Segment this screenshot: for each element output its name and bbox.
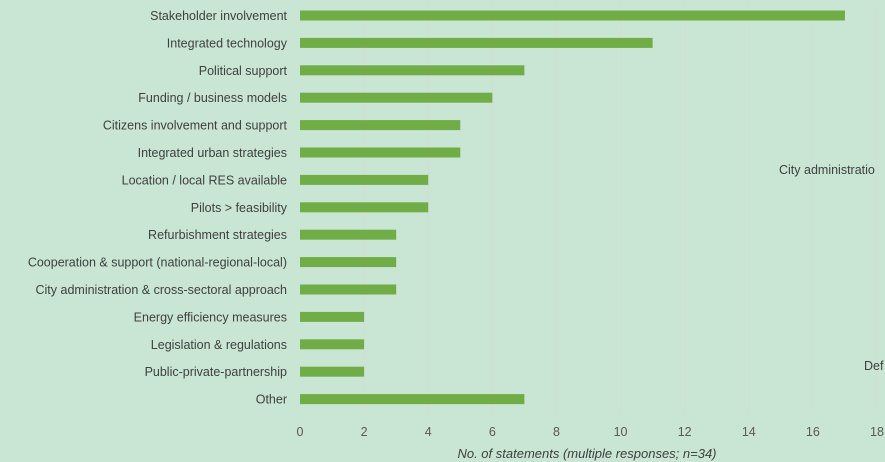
category-label-other: Other (256, 393, 287, 407)
x-tick-label: 10 (614, 425, 628, 439)
x-axis-title: No. of statements (multiple responses; n… (457, 446, 716, 461)
category-label-citizens-involvement-and-support: Citizens involvement and support (103, 119, 288, 133)
bar-location-local-res-available (300, 174, 429, 185)
category-label-funding-business-models: Funding / business models (138, 91, 287, 105)
bar-cooperation-support-national-regional-local (300, 257, 397, 268)
bar-public-private-partnership (300, 366, 365, 377)
x-tick-label: 8 (553, 425, 560, 439)
category-label-public-private-partnership: Public-private-partnership (145, 365, 287, 379)
category-label-pilots-feasibility: Pilots > feasibility (191, 201, 288, 215)
bars (300, 10, 845, 405)
category-label-refurbishment-strategies: Refurbishment strategies (148, 228, 287, 242)
x-tick-label: 4 (425, 425, 432, 439)
x-tick-label: 12 (678, 425, 692, 439)
bar-political-support (300, 65, 525, 76)
bar-integrated-technology (300, 37, 653, 48)
x-tick-label: 0 (297, 425, 304, 439)
x-tick-labels: 0 2 4 6 8 10 12 14 16 18 (297, 425, 884, 439)
category-label-integrated-urban-strategies: Integrated urban strategies (138, 146, 287, 160)
bar-legislation-regulations (300, 339, 365, 350)
category-labels: Stakeholder involvement Integrated techno… (28, 9, 288, 407)
x-tick-label: 2 (361, 425, 368, 439)
gridlines (363, 4, 878, 412)
overflow-text-def: Def (864, 359, 884, 373)
bar-pilots-feasibility (300, 202, 429, 213)
x-tick-label: 18 (870, 425, 884, 439)
x-tick-label: 14 (742, 425, 756, 439)
bar-energy-efficiency-measures (300, 311, 365, 322)
category-label-city-administration-cross-sectoral-approach: City administration & cross-sectoral app… (36, 283, 288, 297)
bar-citizens-involvement-and-support (300, 120, 461, 131)
overflow-text-city-administration: City administratio (779, 163, 875, 177)
bar-funding-business-models (300, 92, 493, 103)
category-label-legislation-regulations: Legislation & regulations (151, 338, 287, 352)
x-tick-label: 6 (489, 425, 496, 439)
category-label-cooperation-support-national-regional-local: Cooperation & support (national-regional… (28, 256, 287, 270)
bar-other (300, 394, 525, 405)
category-label-stakeholder-involvement: Stakeholder involvement (150, 9, 287, 23)
category-label-energy-efficiency-measures: Energy efficiency measures (134, 310, 287, 324)
category-label-political-support: Political support (199, 64, 288, 78)
category-label-location-local-res-available: Location / local RES available (122, 173, 287, 187)
bar-refurbishment-strategies (300, 229, 397, 240)
x-tick-label: 16 (806, 425, 820, 439)
bar-stakeholder-involvement (300, 10, 845, 21)
bar-city-administration-cross-sectoral-approach (300, 284, 397, 295)
bar-integrated-urban-strategies (300, 147, 461, 158)
category-label-integrated-technology: Integrated technology (167, 36, 288, 50)
